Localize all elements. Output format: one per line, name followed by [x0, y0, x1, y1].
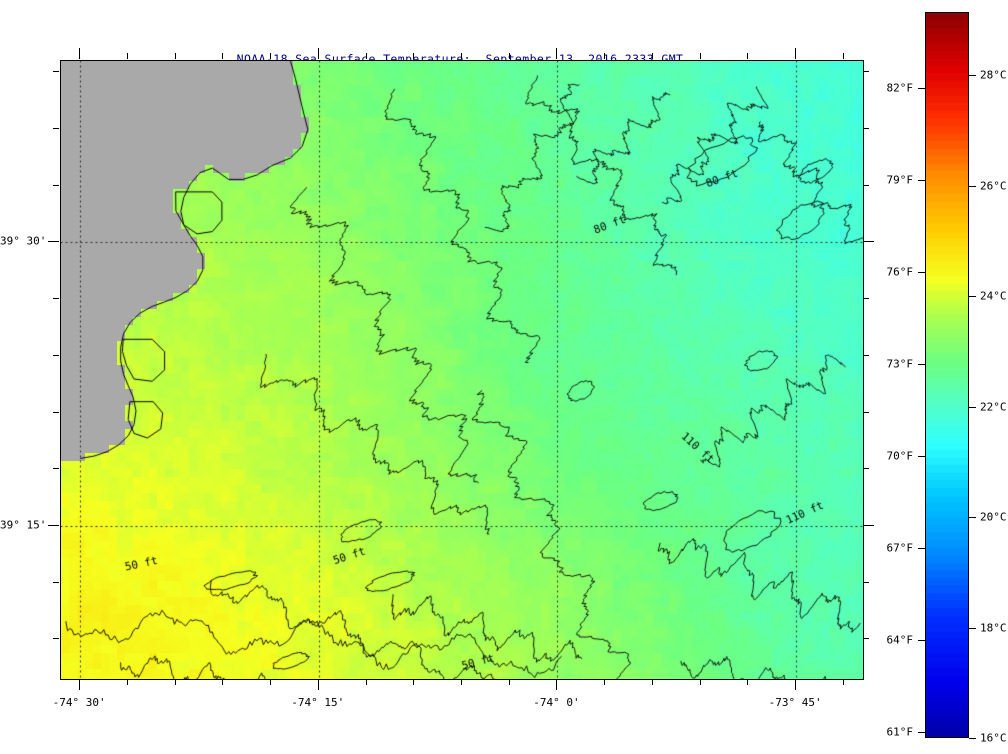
colorbar-tick-f-5: [918, 548, 925, 549]
x-major-tick: [318, 679, 319, 690]
y-minor-tick: [53, 298, 59, 299]
y-axis-label-1: 39° 15': [0, 518, 47, 532]
colorbar-label-f-7: 61°F: [886, 725, 914, 739]
colorbar-group: 82°F 79°F 76°F 73°F 70°F 67°F 64°F 61°F 28°C 26°C…: [887, 12, 1007, 745]
x-major-tick-top: [795, 48, 796, 59]
x-major-tick: [556, 679, 557, 690]
colorbar-tick-c-2: [969, 296, 976, 297]
y-axis-label-0: 39° 30': [0, 234, 47, 248]
colorbar-tick-f-7: [918, 732, 925, 733]
y-major-tick-right: [863, 525, 874, 526]
x-axis-label-2: -74° 0': [533, 696, 580, 709]
colorbar-label-f-6: 64°F: [886, 633, 914, 647]
colorbar-label-f-3: 73°F: [886, 357, 914, 371]
y-minor-tick: [53, 185, 59, 186]
sst-map-plot-area: [60, 60, 864, 680]
x-minor-tick-top: [222, 53, 223, 59]
x-minor-tick-top: [843, 53, 844, 59]
colorbar-label-f-0: 82°F: [886, 81, 914, 95]
x-minor-tick-top: [604, 53, 605, 59]
colorbar-tick-c-4: [969, 517, 976, 518]
y-minor-tick-right: [863, 638, 869, 639]
y-minor-tick-right: [863, 355, 869, 356]
x-major-tick: [79, 679, 80, 690]
x-minor-tick: [747, 679, 748, 685]
x-minor-tick-top: [413, 53, 414, 59]
x-major-tick-top: [556, 48, 557, 59]
x-axis-label-3: -73° 45': [768, 696, 822, 709]
x-minor-tick-top: [747, 53, 748, 59]
x-minor-tick: [509, 679, 510, 685]
x-major-tick: [795, 679, 796, 690]
y-minor-tick-right: [863, 298, 869, 299]
y-minor-tick: [53, 355, 59, 356]
x-minor-tick: [413, 679, 414, 685]
x-minor-tick-top: [127, 53, 128, 59]
x-minor-tick-top: [461, 53, 462, 59]
colorbar-gradient: [925, 12, 969, 738]
colorbar-tick-f-0: [918, 88, 925, 89]
colorbar-label-c-2: 24°C: [980, 289, 1007, 303]
colorbar-tick-c-6: [969, 738, 976, 739]
y-minor-tick: [53, 468, 59, 469]
x-minor-tick: [270, 679, 271, 685]
colorbar-label-f-1: 79°F: [886, 173, 914, 187]
colorbar-tick-f-6: [918, 640, 925, 641]
colorbar-label-c-1: 26°C: [980, 179, 1007, 193]
x-axis-label-1: -74° 15': [291, 696, 345, 709]
x-minor-tick-top: [175, 53, 176, 59]
colorbar-tick-c-3: [969, 407, 976, 408]
x-axis-label-0: -74° 30': [52, 696, 106, 709]
y-minor-tick: [53, 412, 59, 413]
x-minor-tick-top: [700, 53, 701, 59]
x-minor-tick: [461, 679, 462, 685]
x-minor-tick: [652, 679, 653, 685]
colorbar-tick-c-5: [969, 628, 976, 629]
colorbar-label-c-3: 22°C: [980, 400, 1007, 414]
x-minor-tick: [700, 679, 701, 685]
colorbar-tick-c-1: [969, 186, 976, 187]
x-minor-tick-top: [270, 53, 271, 59]
y-minor-tick-right: [863, 185, 869, 186]
colorbar-label-c-6: 16°C: [980, 731, 1007, 745]
x-minor-tick: [366, 679, 367, 685]
x-major-tick-top: [79, 48, 80, 59]
coastline-and-gridline-overlay: [61, 61, 863, 679]
colorbar-tick-f-3: [918, 364, 925, 365]
colorbar-tick-f-1: [918, 180, 925, 181]
colorbar-tick-f-4: [918, 456, 925, 457]
colorbar-tick-c-0: [969, 75, 976, 76]
x-minor-tick-top: [509, 53, 510, 59]
x-minor-tick: [222, 679, 223, 685]
x-minor-tick: [604, 679, 605, 685]
x-minor-tick: [175, 679, 176, 685]
colorbar-label-f-5: 67°F: [886, 541, 914, 555]
x-minor-tick: [843, 679, 844, 685]
colorbar-label-f-4: 70°F: [886, 449, 914, 463]
y-minor-tick: [53, 71, 59, 72]
x-minor-tick-top: [652, 53, 653, 59]
y-minor-tick: [53, 638, 59, 639]
colorbar-label-c-5: 18°C: [980, 621, 1007, 635]
x-minor-tick-top: [366, 53, 367, 59]
x-major-tick-top: [318, 48, 319, 59]
y-minor-tick: [53, 128, 59, 129]
colorbar-label-f-2: 76°F: [886, 265, 914, 279]
y-minor-tick-right: [863, 128, 869, 129]
y-minor-tick: [53, 582, 59, 583]
y-minor-tick-right: [863, 582, 869, 583]
y-minor-tick-right: [863, 468, 869, 469]
colorbar-tick-f-2: [918, 272, 925, 273]
x-minor-tick: [127, 679, 128, 685]
y-major-tick: [48, 525, 59, 526]
y-major-tick: [48, 241, 59, 242]
y-major-tick-right: [863, 241, 874, 242]
colorbar-label-c-4: 20°C: [980, 510, 1007, 524]
y-minor-tick-right: [863, 412, 869, 413]
y-minor-tick-right: [863, 71, 869, 72]
colorbar-label-c-0: 28°C: [980, 68, 1007, 82]
